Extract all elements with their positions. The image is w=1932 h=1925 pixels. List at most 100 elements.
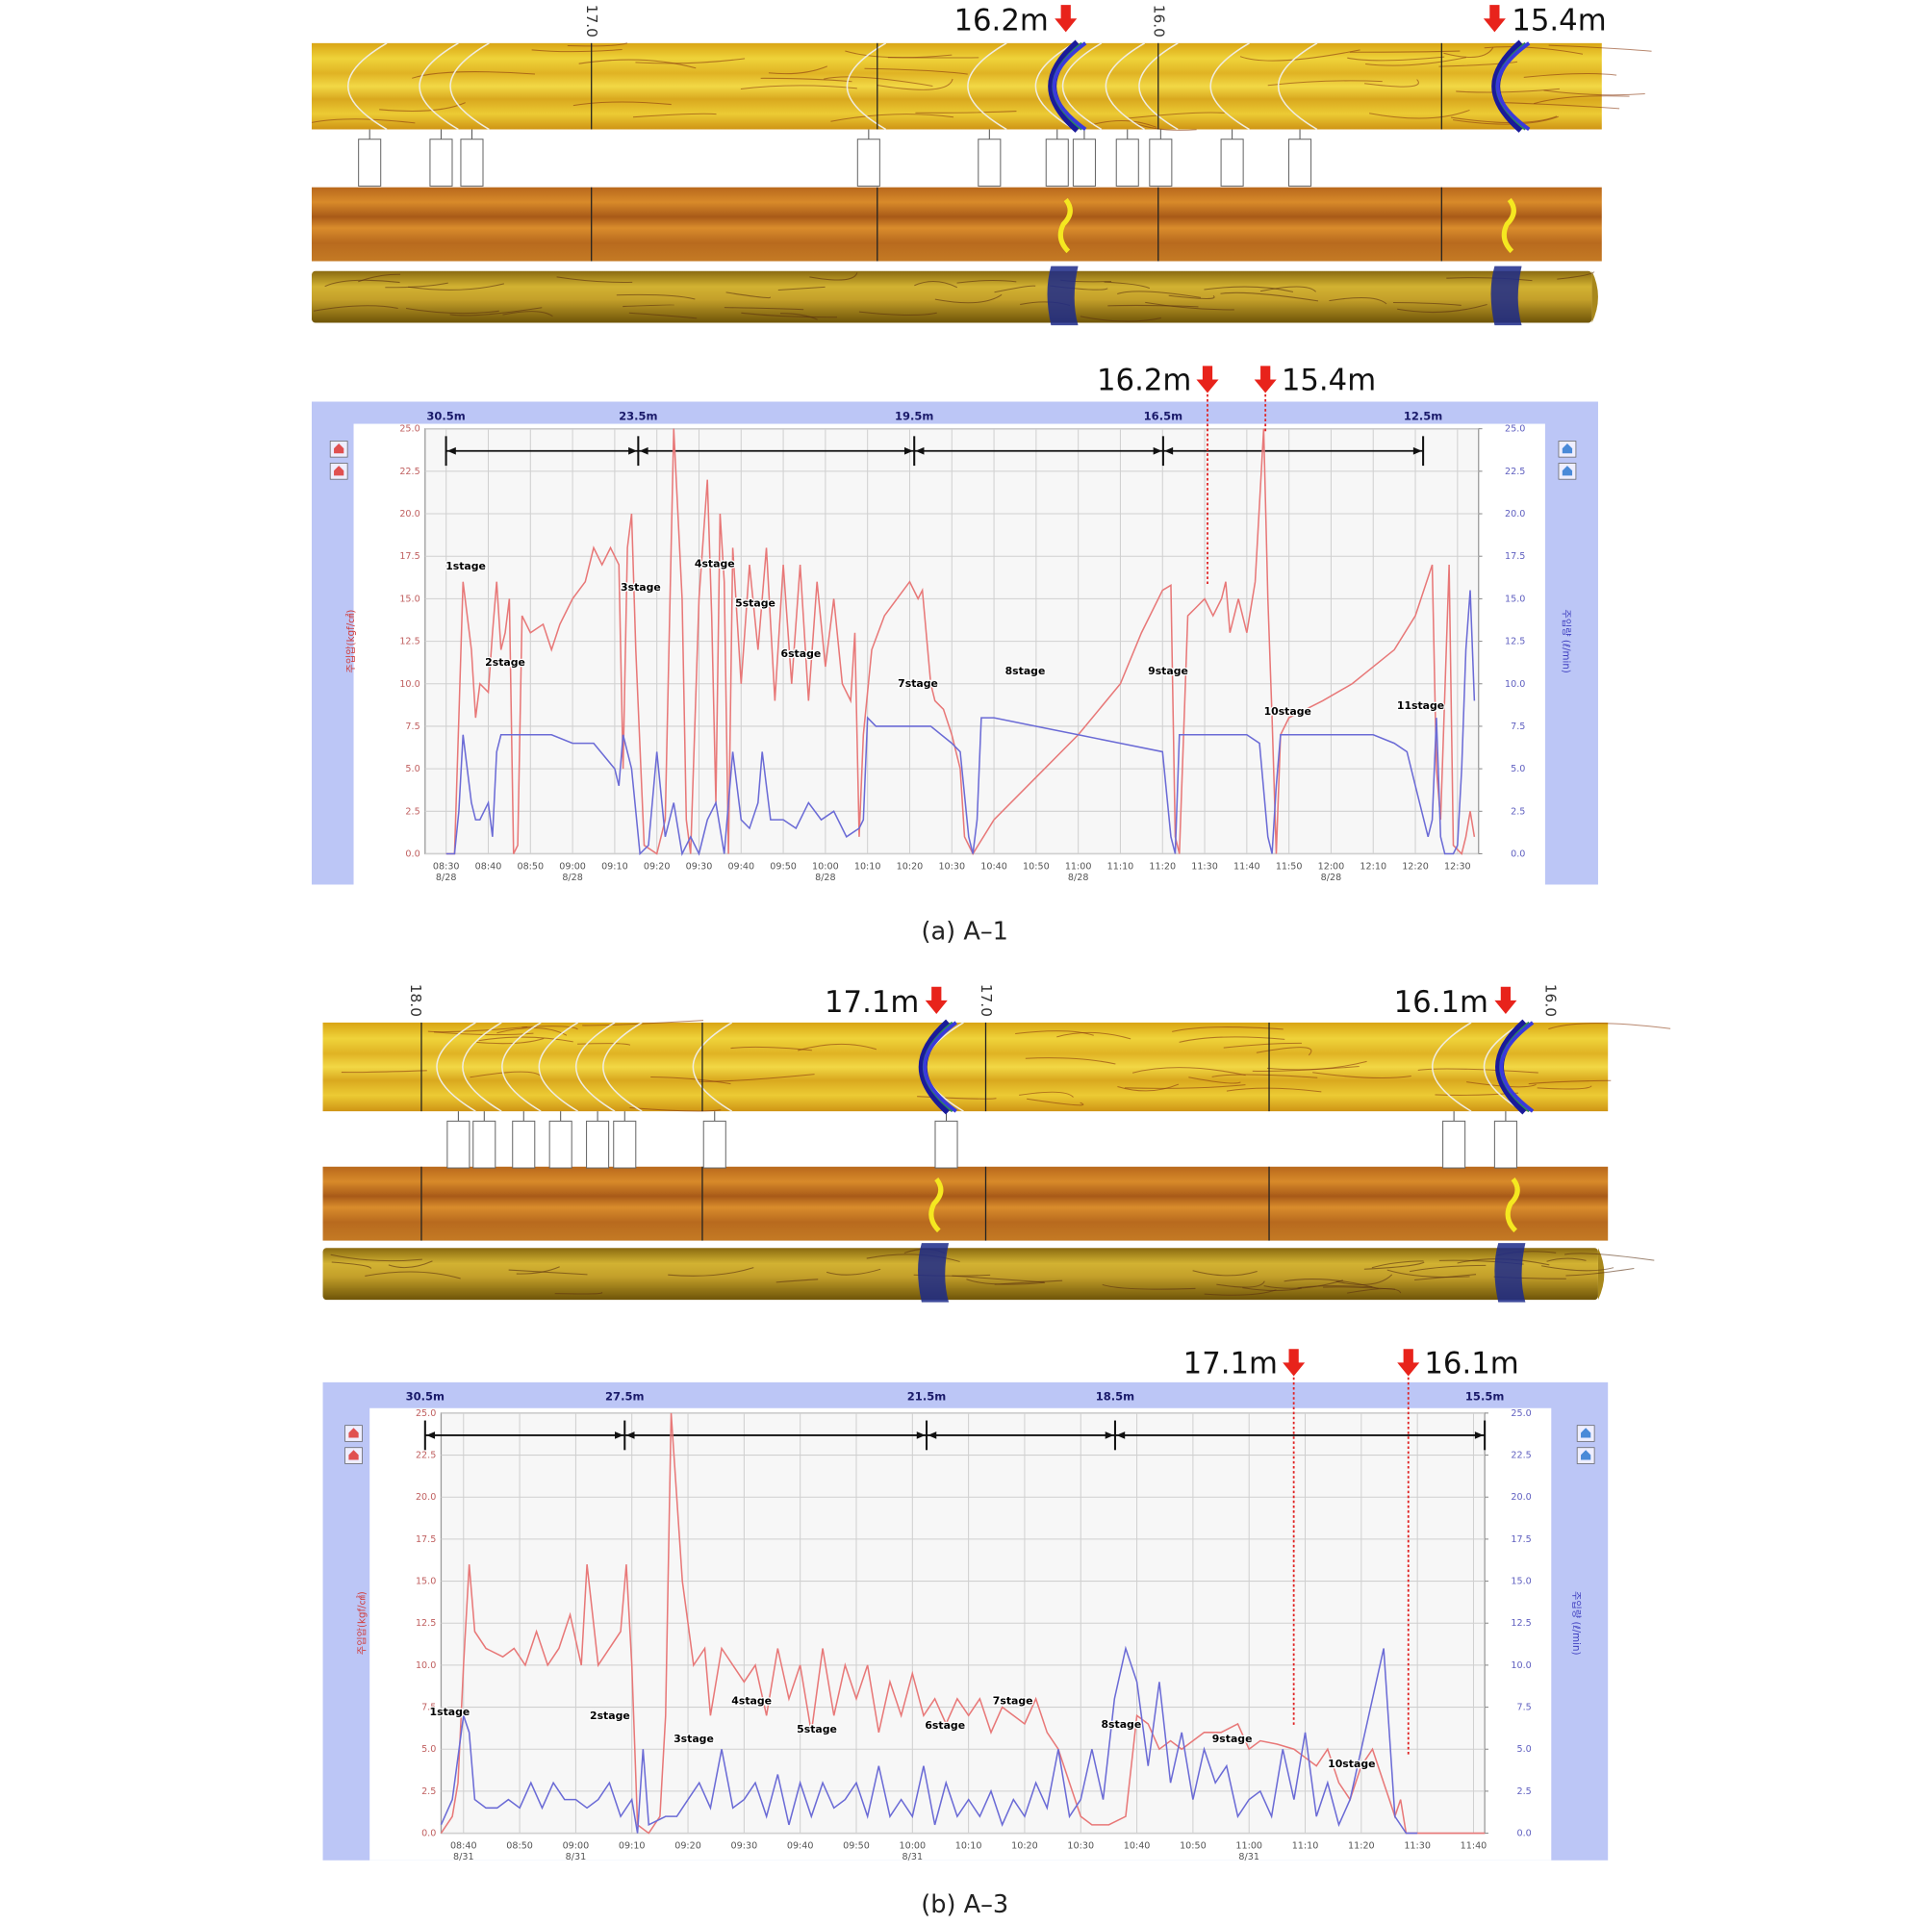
joint-trace [1278, 42, 1318, 131]
texture-streak [760, 77, 852, 83]
annotation-label: 16.2m [1097, 364, 1191, 398]
texture-streak [1329, 297, 1387, 305]
y-tick-label: 22.5 [399, 467, 419, 477]
texture-streak [516, 1266, 560, 1275]
joint-tag [429, 139, 453, 187]
joint-trace [419, 42, 459, 131]
texture-streak [508, 1269, 588, 1276]
stage-label: 2stage [590, 1710, 630, 1722]
y-tick-label: 7.5 [421, 1703, 436, 1713]
texture-streak [1104, 281, 1151, 290]
stage-label: 7stage [898, 677, 938, 690]
depth-mark: 16.0 [1150, 5, 1167, 38]
y-tick-label: 2.5 [405, 806, 419, 817]
texture-streak [1548, 44, 1652, 52]
x-tick-label: 12:00 [1318, 861, 1345, 872]
texture-streak [1335, 1274, 1393, 1285]
texture-streak [1216, 1280, 1265, 1288]
joint-trace [1432, 1022, 1472, 1112]
x-date-label: 8/31 [453, 1852, 474, 1862]
red-arrow [1283, 1349, 1306, 1377]
texture-streak [427, 1026, 528, 1033]
annotation-label: 16.1m [1424, 1346, 1518, 1380]
texture-streak [385, 282, 448, 289]
fracture-core [1047, 266, 1079, 326]
stage-label: 9stage [1212, 1733, 1253, 1745]
joint-tag [1288, 139, 1312, 187]
texture-streak [311, 118, 416, 124]
scale-button-icon [1562, 466, 1573, 476]
texture-streak [725, 291, 771, 299]
texture-streak [824, 76, 933, 87]
x-tick-label: 10:30 [938, 861, 965, 872]
x-tick-label: 11:00 [1235, 1840, 1262, 1851]
y2-tick-label: 0.0 [1517, 1829, 1532, 1839]
y2-tick-label: 12.5 [1511, 1618, 1531, 1629]
x-tick-label: 10:00 [899, 1840, 926, 1851]
y2-tick-label: 7.5 [1517, 1703, 1532, 1713]
texture-streak [809, 272, 858, 281]
stage-label: 5stage [735, 597, 775, 610]
x-date-label: 8/28 [815, 873, 836, 883]
x-tick-label: 12:30 [1444, 861, 1471, 872]
stage-label: 8stage [1005, 665, 1046, 677]
core-end [1597, 1248, 1605, 1301]
x-tick-label: 09:30 [731, 1840, 758, 1851]
borehole-image: 18.0 17.0 16.0 17.1m 16.1m [322, 984, 1671, 1303]
core-end [1591, 270, 1598, 323]
joint-tag [1149, 139, 1173, 187]
grout-trace [1501, 197, 1516, 254]
y2-tick-label: 0.0 [1511, 849, 1525, 859]
y2-tick-label: 10.0 [1505, 679, 1525, 690]
x-tick-label: 10:00 [812, 861, 839, 872]
y2-tick-label: 22.5 [1511, 1451, 1531, 1461]
texture-streak [1056, 1031, 1131, 1040]
texture-streak [994, 285, 1036, 293]
depth-label: 27.5m [605, 1390, 644, 1404]
depth-mark: 17.0 [978, 984, 995, 1017]
x-tick-label: 08:40 [450, 1840, 477, 1851]
y2-tick-label: 15.0 [1505, 594, 1525, 604]
y-tick-label: 17.5 [399, 551, 419, 562]
joint-trace [449, 42, 490, 131]
joint-trace [846, 42, 887, 131]
texture-streak [449, 307, 543, 317]
joint-trace [347, 42, 388, 131]
x-tick-label: 11:50 [1276, 861, 1303, 872]
texture-streak [572, 101, 672, 107]
texture-streak [358, 273, 401, 283]
depth-label: 19.5m [895, 409, 933, 422]
core-image [322, 1248, 1598, 1301]
red-arrow [925, 986, 948, 1014]
joint-tag [548, 1120, 572, 1169]
y2-tick-label: 7.5 [1511, 722, 1525, 732]
texture-streak [331, 1261, 371, 1270]
texture-streak [1117, 291, 1202, 298]
texture-streak [388, 1260, 433, 1269]
stage-label: 4stage [731, 1695, 772, 1708]
joint-trace [692, 1022, 733, 1112]
x-tick-label: 12:20 [1402, 861, 1429, 872]
texture-streak [1297, 1285, 1373, 1289]
texture-streak [1168, 294, 1215, 299]
fracture-trace [923, 1021, 957, 1113]
texture-streak [1347, 56, 1445, 62]
texture-streak [635, 58, 746, 64]
texture-streak [556, 276, 633, 283]
x-tick-label: 09:20 [644, 861, 671, 872]
texture-streak [1386, 1269, 1470, 1279]
x-tick-label: 11:30 [1404, 1840, 1431, 1851]
x-tick-label: 09:20 [674, 1840, 701, 1851]
stage-label: 8stage [1101, 1718, 1141, 1731]
depth-mark: 17.0 [583, 5, 600, 38]
texture-streak [934, 293, 1003, 304]
y-tick-label: 10.0 [416, 1660, 436, 1671]
y2-tick-label: 2.5 [1511, 806, 1525, 817]
texture-streak [650, 1076, 731, 1085]
y2-tick-label: 5.0 [1517, 1744, 1532, 1755]
x-tick-label: 09:10 [601, 861, 628, 872]
texture-streak [1204, 1289, 1277, 1296]
texture-streak [1145, 301, 1234, 311]
grout-trace [1505, 1177, 1520, 1233]
